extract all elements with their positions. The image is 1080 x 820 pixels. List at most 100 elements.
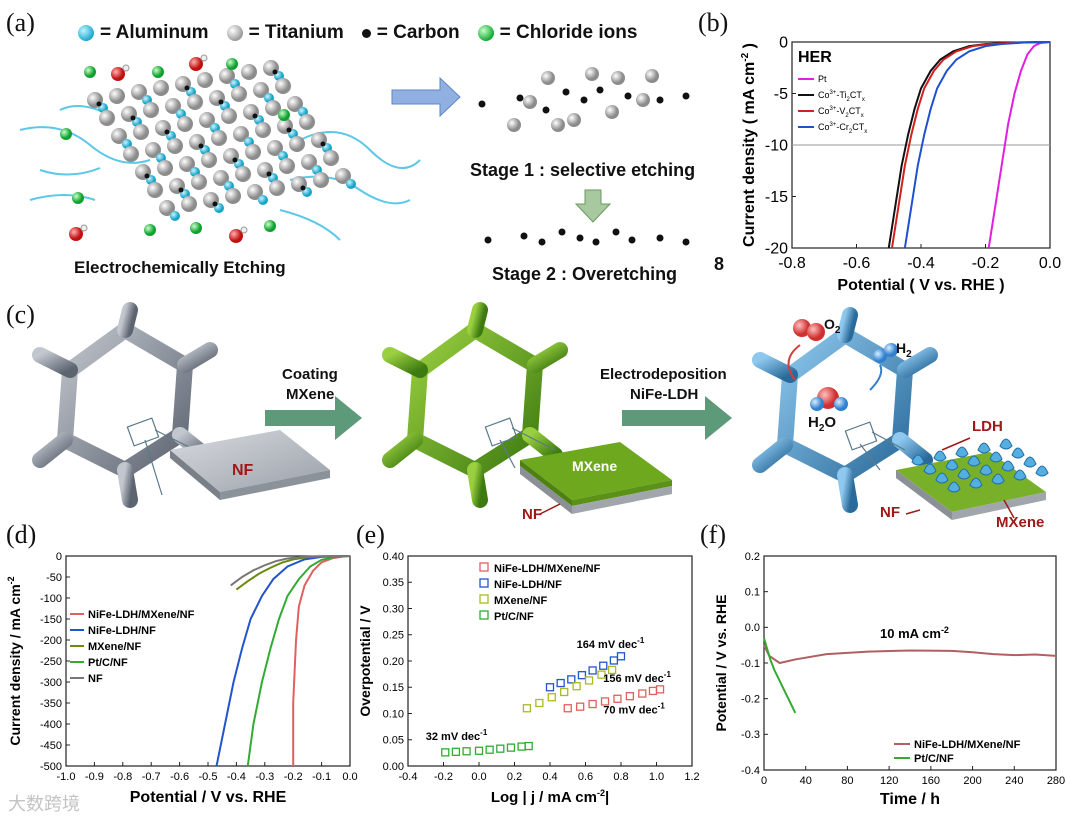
x-tick-label: -0.4 xyxy=(907,255,935,272)
nf-label-1: NF xyxy=(232,462,254,479)
synthesis-illustration xyxy=(32,302,1049,520)
data-point xyxy=(599,661,608,670)
series-line xyxy=(987,41,1051,249)
titanium-atom xyxy=(289,136,305,152)
ldh-nanosheet xyxy=(1001,460,1015,472)
carbon-atom xyxy=(198,143,204,149)
x-axis-label: Potential ( V vs. RHE ) xyxy=(837,277,1004,294)
stage2-label: Stage 2 : Overetching xyxy=(492,264,678,284)
titanium-atom xyxy=(201,152,217,168)
y-tick-label: -15 xyxy=(765,189,788,206)
x-tick-label: 200 xyxy=(963,775,981,787)
titanium-atom xyxy=(109,88,125,104)
electrodeposition-label-ldh: NiFe-LDH xyxy=(630,386,699,403)
data-point xyxy=(522,704,532,713)
legend-swatch xyxy=(479,610,489,620)
legend-label: NiFe-LDH/NF xyxy=(494,579,562,591)
titanium-atom xyxy=(159,200,175,216)
ldh-nanosheet xyxy=(999,438,1013,450)
panel-label-a: (a) xyxy=(6,8,35,37)
arrow-down xyxy=(574,189,612,223)
y-axis-label: Current density ( mA cm-2 ) xyxy=(740,43,758,247)
carbon-atom xyxy=(130,115,136,121)
titanium-atom xyxy=(157,160,173,176)
ldh-label: LDH xyxy=(972,418,1003,435)
data-point xyxy=(506,743,516,752)
titanium-atom xyxy=(235,166,251,182)
h2-sub: 2 xyxy=(906,348,912,360)
y-tick-label: -5 xyxy=(774,86,788,103)
slope-annotation: 164 mV dec-1 xyxy=(577,636,645,651)
y-tick-label: 0 xyxy=(56,551,62,563)
data-point xyxy=(572,682,581,691)
electrodeposition-label: Electrodeposition xyxy=(600,366,727,383)
legend-titanium: = Titanium xyxy=(226,22,344,44)
series-line xyxy=(215,555,351,767)
x-tick-label: 240 xyxy=(1005,775,1023,787)
x-tick-label: 0.0 xyxy=(1039,255,1061,272)
titanium-atom xyxy=(177,116,193,132)
titanium-atom xyxy=(267,140,283,156)
legend-titanium-label: = Titanium xyxy=(248,22,344,43)
ldh-nanosheet xyxy=(955,446,969,458)
x-tick-label: 120 xyxy=(880,775,898,787)
y-tick-label: 0.20 xyxy=(383,656,404,668)
data-point xyxy=(584,676,594,685)
titanium-atom xyxy=(111,128,127,144)
y-tick-label: 0 xyxy=(779,35,788,52)
titanium-atom xyxy=(275,78,291,94)
data-point xyxy=(560,687,569,697)
x-tick-label: 0 xyxy=(761,775,767,787)
titanium-atom xyxy=(287,96,303,112)
titanium-atom xyxy=(199,112,215,128)
titanium-atom xyxy=(211,130,227,146)
etching-illustration xyxy=(19,54,690,246)
legend-chloride-label: = Chloride ions xyxy=(499,22,638,43)
chart-e: -0.4 -0.2 0.0 0.2 0.4 0.6 0.8 1.0 1.2 0.00 0.05 0.1… xyxy=(357,551,700,806)
y-tick-label: -10 xyxy=(765,138,788,155)
x-tick-label: -0.6 xyxy=(843,255,871,272)
chart-f: 0 40 80 120 160 200 240 280 0.2 0.1 0.0 -0.1 -0.2 -0.… xyxy=(713,551,1065,808)
mxene-label-slab: MXene xyxy=(572,458,618,474)
panel-label-c: (c) xyxy=(6,300,35,329)
x-tick-label: -0.6 xyxy=(170,771,189,783)
y-tick-label: 0.35 xyxy=(383,577,404,589)
legend-label: NiFe-LDH/NF xyxy=(88,625,156,637)
titanium-atom xyxy=(181,196,197,212)
titanium-atom xyxy=(167,138,183,154)
legend-label: NiFe-LDH/MXene/NF xyxy=(88,609,195,621)
titanium-atom xyxy=(187,94,203,110)
x-tick-label: -0.4 xyxy=(399,771,418,783)
x-tick-label: 80 xyxy=(841,775,853,787)
y-tick-label: 0.0 xyxy=(745,622,760,634)
aluminum-ball-icon xyxy=(78,25,94,41)
data-point xyxy=(485,745,494,754)
legend-label: MXene/NF xyxy=(88,641,141,653)
nf-label-3: NF xyxy=(880,504,900,521)
series-line xyxy=(246,555,351,767)
carbon-atom xyxy=(164,129,170,135)
carbon-atom xyxy=(184,85,190,91)
x-tick-label: 0.0 xyxy=(471,771,486,783)
y-tick-label: -450 xyxy=(40,740,62,752)
data-point xyxy=(588,699,597,709)
ldh-nanosheet xyxy=(933,450,947,462)
y-tick-label: -0.3 xyxy=(741,729,760,741)
y-tick-label: -50 xyxy=(46,572,62,584)
titanium-atom xyxy=(247,184,263,200)
data-point xyxy=(588,666,597,675)
mxene-coated-foam xyxy=(382,302,568,508)
x-tick-label: -0.4 xyxy=(227,771,246,783)
titanium-atom xyxy=(323,150,339,166)
titanium-atom xyxy=(145,142,161,158)
y-tick-label: -250 xyxy=(40,656,62,668)
titanium-atom xyxy=(219,68,235,84)
carbon-atom xyxy=(96,101,102,107)
free-chloride-ions xyxy=(60,58,290,236)
data-point xyxy=(648,686,658,696)
x-tick-label: -0.9 xyxy=(85,771,104,783)
mxene-label-3: MXene xyxy=(996,514,1045,531)
h2o-sub: 2 xyxy=(818,423,825,434)
x-tick-label: -1.0 xyxy=(57,771,76,783)
legend-carbon-label: = Carbon xyxy=(376,22,460,43)
